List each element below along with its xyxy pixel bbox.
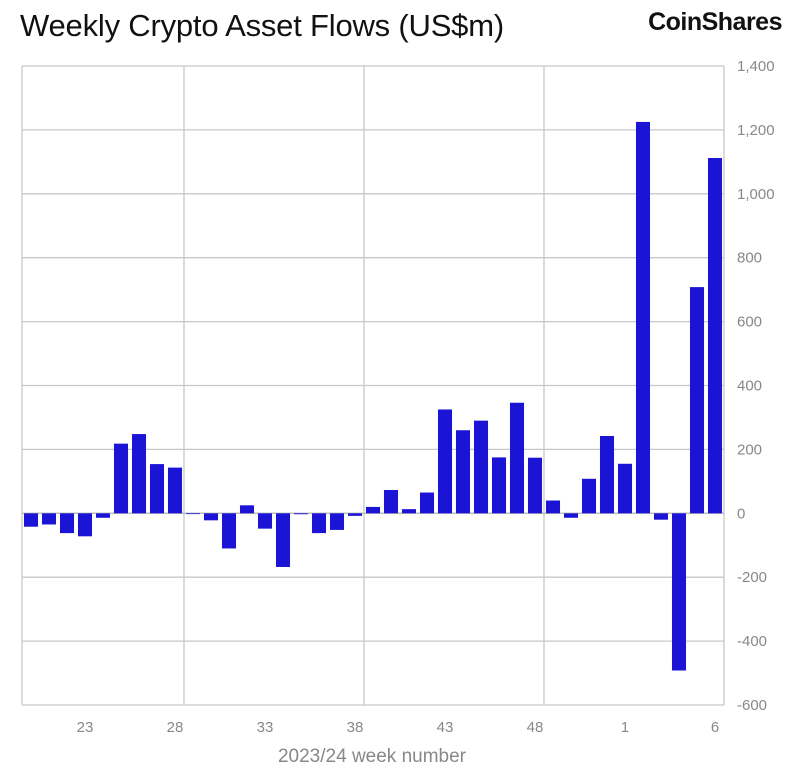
bar-week-46 xyxy=(491,457,507,514)
bar-week-5 xyxy=(689,287,705,514)
bar-week-25 xyxy=(113,443,129,514)
bar-week-26 xyxy=(131,434,147,514)
bar-week-20 xyxy=(23,513,39,527)
gridlines xyxy=(21,65,725,706)
x-axis-label: 2023/24 week number xyxy=(278,746,467,767)
y-tick-label: 800 xyxy=(737,250,762,267)
bar-week-37 xyxy=(329,513,345,530)
y-tick-label: 1,400 xyxy=(737,58,775,75)
brand-logo: CoinShares xyxy=(648,8,782,36)
bar-week-30 xyxy=(203,513,219,521)
x-tick-label: 48 xyxy=(527,719,544,736)
tick-labels: -600 -400 -200 0 200 400 600 800 1,000 1,200 1,400… xyxy=(77,58,775,736)
bar-week-40 xyxy=(383,489,399,514)
bar-week-39 xyxy=(365,506,381,514)
bar-week-24 xyxy=(95,513,111,518)
x-tick-label: 1 xyxy=(621,719,629,736)
bar-week-4 xyxy=(671,513,687,671)
bar-week-23 xyxy=(77,513,93,537)
x-tick-label: 33 xyxy=(257,719,274,736)
bar-week-50 xyxy=(563,513,579,518)
bar-week-44 xyxy=(455,430,471,514)
bar-week-2 xyxy=(635,121,651,514)
bar-week-43 xyxy=(437,409,453,514)
chart-title: Weekly Crypto Asset Flows (US$m) xyxy=(20,8,504,43)
bar-week-35 xyxy=(293,513,309,515)
bars xyxy=(23,121,723,671)
bar-week-33 xyxy=(257,513,273,529)
bar-week-29 xyxy=(185,513,201,515)
bar-week-22 xyxy=(59,513,75,534)
bar-week-49 xyxy=(545,500,561,514)
bar-week-41 xyxy=(401,509,417,514)
x-tick-label: 43 xyxy=(437,719,454,736)
x-tick-label: 38 xyxy=(347,719,364,736)
y-tick-label: -600 xyxy=(737,697,767,714)
bar-week-27 xyxy=(149,464,165,514)
x-tick-label: 6 xyxy=(711,719,719,736)
bar-week-32 xyxy=(239,505,255,514)
x-tick-label: 23 xyxy=(77,719,94,736)
bar-week-6 xyxy=(707,158,723,514)
bar-week-45 xyxy=(473,420,489,514)
bar-week-36 xyxy=(311,513,327,534)
y-tick-label: 400 xyxy=(737,378,762,395)
bar-week-3 xyxy=(653,513,669,520)
bar-week-28 xyxy=(167,467,183,514)
bar-week-52 xyxy=(599,435,615,514)
bar-week-21 xyxy=(41,513,57,525)
y-tick-label: 1,000 xyxy=(737,186,775,203)
bar-week-47 xyxy=(509,402,525,514)
bar-week-31 xyxy=(221,513,237,549)
y-tick-label: 600 xyxy=(737,314,762,331)
bar-week-42 xyxy=(419,492,435,514)
bar-week-48 xyxy=(527,457,543,514)
bar-week-51 xyxy=(581,478,597,514)
y-tick-label: 200 xyxy=(737,441,762,458)
bar-week-38 xyxy=(347,513,363,516)
y-tick-label: 1,200 xyxy=(737,122,775,139)
y-tick-label: -200 xyxy=(737,569,767,586)
y-tick-label: 0 xyxy=(737,505,745,522)
x-tick-label: 28 xyxy=(167,719,184,736)
y-tick-label: -400 xyxy=(737,633,767,650)
bar-week-1 xyxy=(617,463,633,514)
bar-week-34 xyxy=(275,513,291,567)
